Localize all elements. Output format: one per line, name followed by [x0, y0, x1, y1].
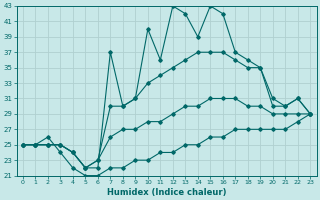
- X-axis label: Humidex (Indice chaleur): Humidex (Indice chaleur): [107, 188, 226, 197]
